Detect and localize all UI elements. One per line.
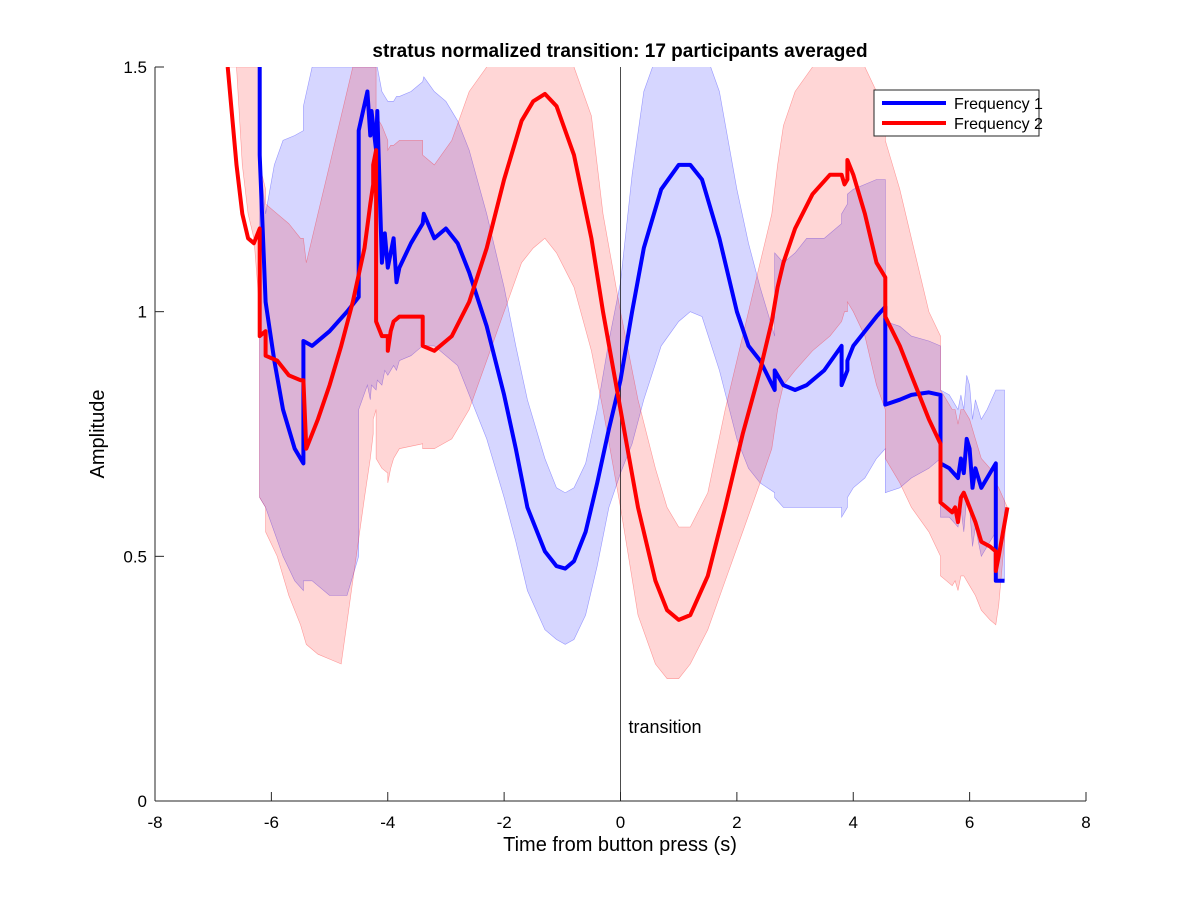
x-tick-label: 2 — [732, 813, 741, 832]
x-tick-label: 4 — [849, 813, 858, 832]
legend-box — [873, 89, 1040, 137]
transition-marker: transition — [620, 67, 702, 801]
x-ticks: -8 -6 -4 -2 0 2 4 6 8 — [147, 792, 1091, 832]
y-axis-label: Amplitude — [87, 390, 109, 479]
y-ticks: 0 0.5 1 1.5 — [123, 58, 164, 811]
x-tick-label: 8 — [1081, 813, 1090, 832]
series-lines — [225, 67, 1010, 622]
chart-title: stratus normalized transition: 17 partic… — [372, 41, 867, 62]
y-tick-label: 0.5 — [123, 547, 147, 566]
transition-label: transition — [629, 717, 702, 737]
x-axis-label: Time from button press (s) — [503, 834, 737, 856]
x-tick-label: 0 — [616, 813, 625, 832]
x-tick-label: 6 — [965, 813, 974, 832]
y-tick-label: 0 — [138, 792, 147, 811]
y-tick-label: 1.5 — [123, 58, 147, 77]
legend-label-frequency-1: Frequency 1 — [954, 96, 1043, 113]
x-tick-label: -2 — [497, 813, 512, 832]
x-tick-label: -8 — [147, 813, 162, 832]
line-frequency-2 — [225, 67, 1010, 622]
x-tick-label: -6 — [264, 813, 279, 832]
legend-label-frequency-2: Frequency 2 — [954, 116, 1043, 133]
line-frequency-1 — [257, 67, 1005, 583]
y-tick-label: 1 — [138, 303, 147, 322]
legend: Frequency 1 Frequency 2 — [873, 89, 1043, 137]
x-tick-label: -4 — [380, 813, 395, 832]
